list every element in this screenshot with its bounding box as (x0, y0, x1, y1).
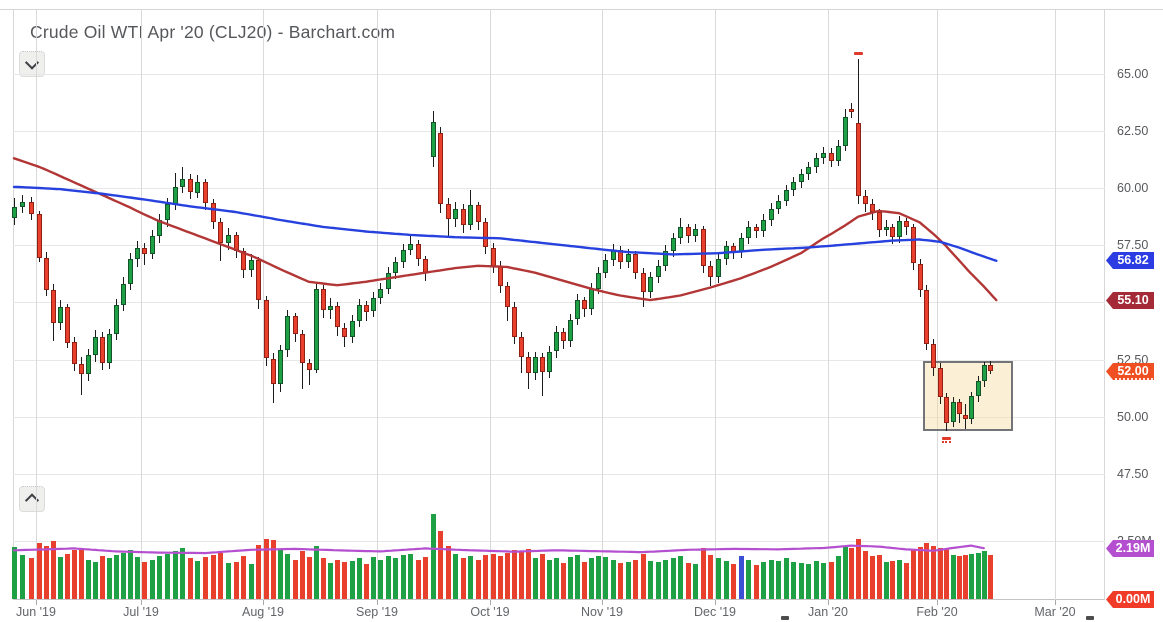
chart-title: Crude Oil WTI Apr '20 (CLJ20) - Barchart… (30, 22, 396, 42)
price-chart-plot-area[interactable] (13, 9, 1105, 600)
collapse-price-panel-button[interactable] (19, 51, 45, 77)
top-border-line (0, 9, 1163, 10)
resize-handle-dash[interactable] (781, 616, 789, 620)
collapse-volume-panel-button[interactable] (19, 486, 45, 512)
resize-handle-dash[interactable] (1086, 616, 1094, 620)
